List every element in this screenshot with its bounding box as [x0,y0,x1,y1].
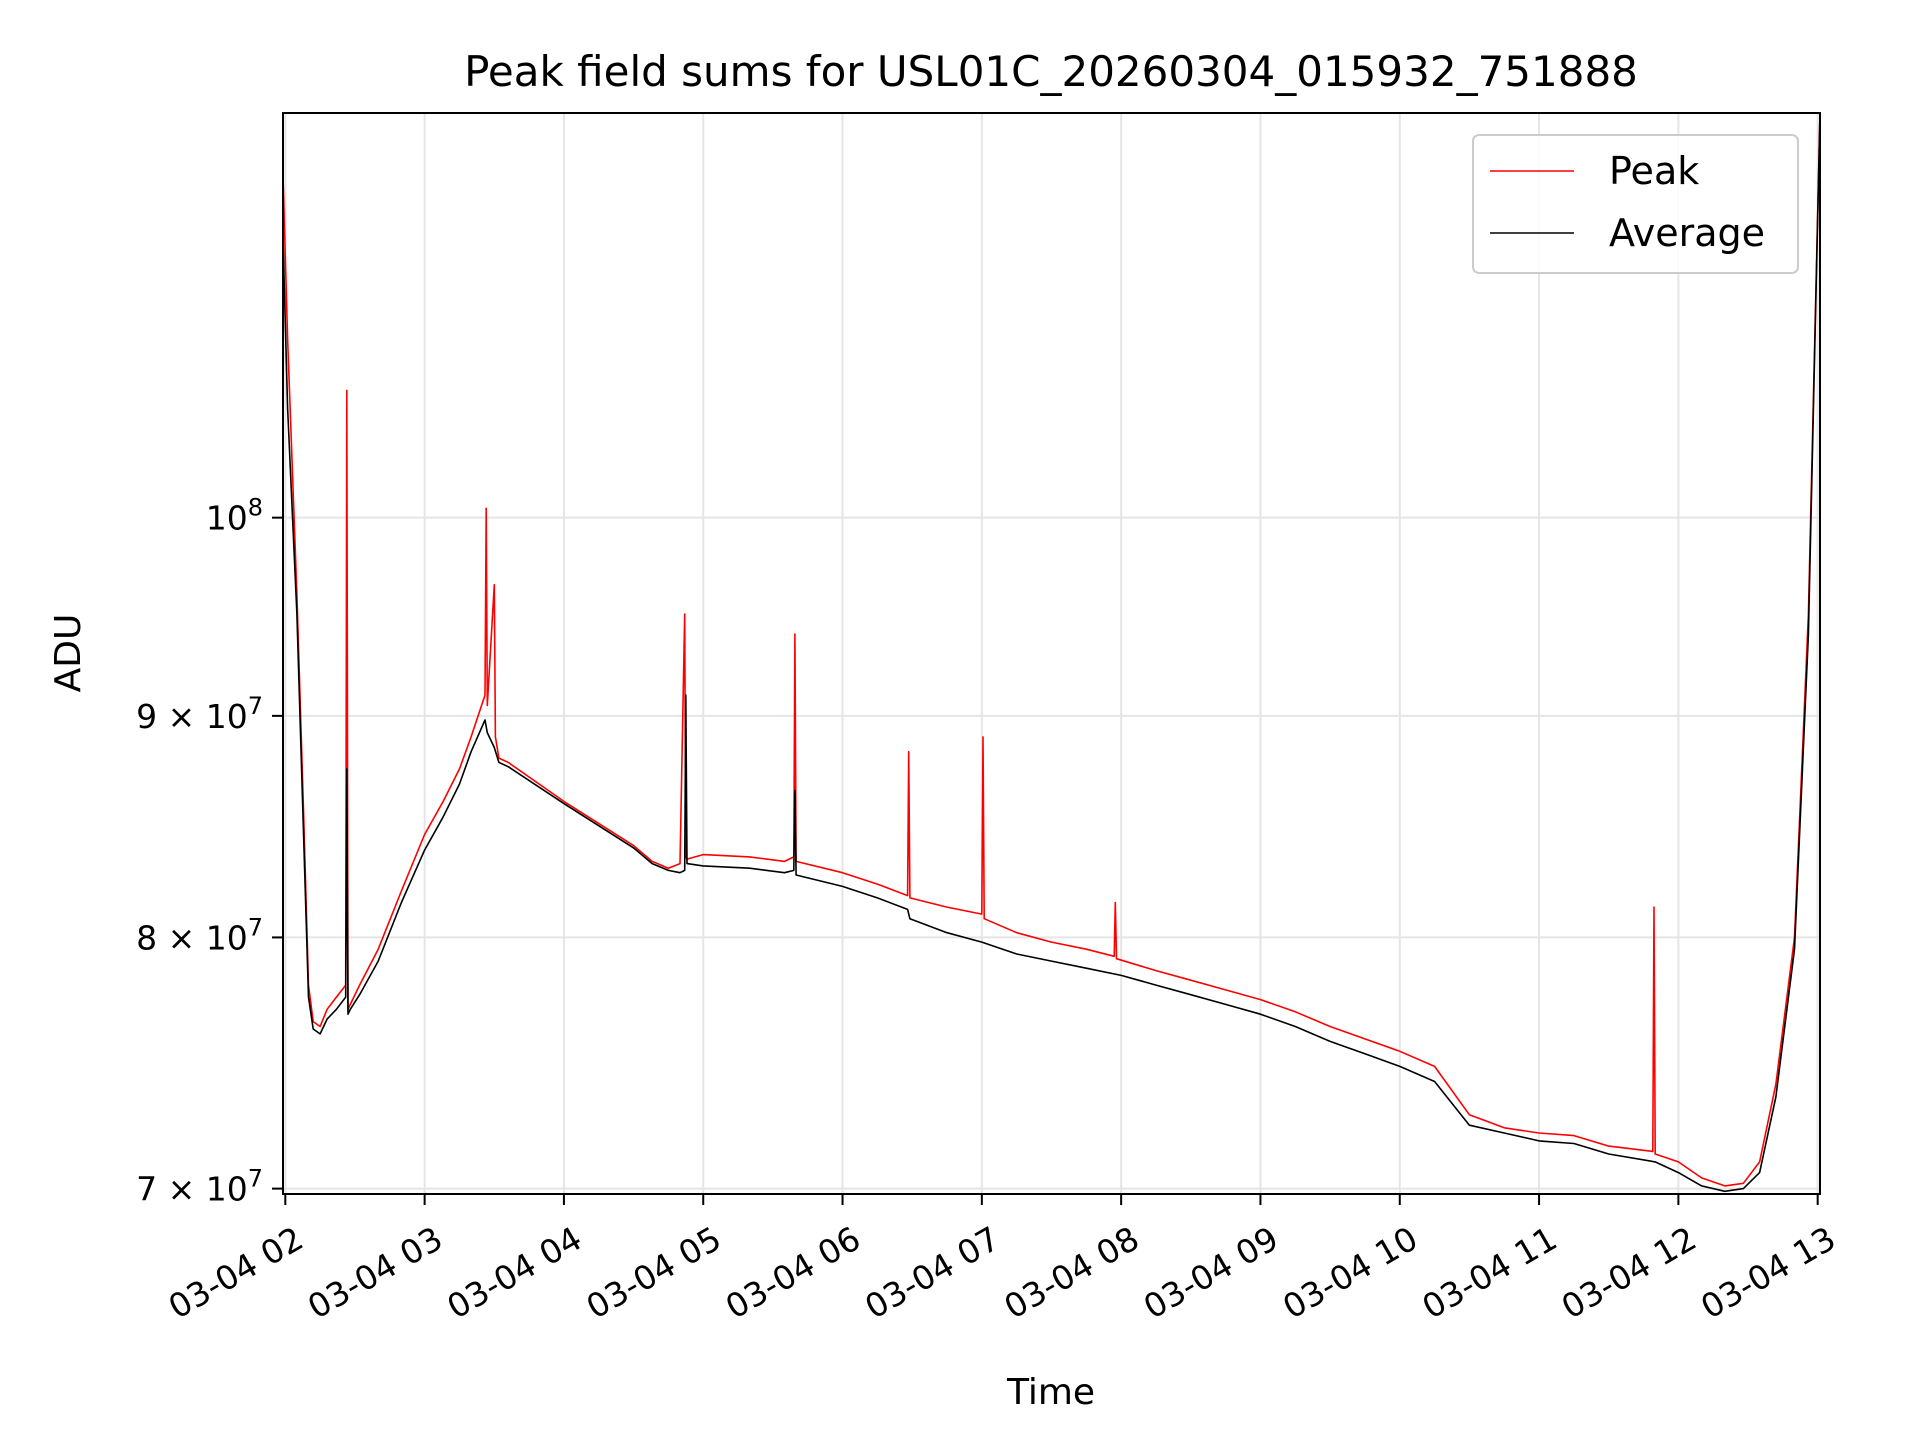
y-tick-label: 7 × 107 [136,1165,263,1209]
series-layer [282,112,1821,1193]
legend-label-peak: Peak [1609,149,1699,193]
legend: Peak Average [1472,134,1799,274]
x-axis-label: Time [1006,1372,1095,1413]
series-line-peak [282,112,1821,1187]
y-tick-label: 108 [206,494,263,538]
chart-title: Peak field sums for USL01C_20260304_0159… [464,47,1638,96]
plot-frame [282,112,1821,1195]
grid [283,113,1820,1194]
y-axis-ticks: 7 × 107 8 × 107 9 × 107 108 [136,494,283,1209]
legend-label-average: Average [1609,211,1765,255]
y-tick-label: 8 × 107 [136,913,263,957]
y-tick-label: 9 × 107 [136,692,263,736]
series-line-average [282,112,1821,1193]
legend-box [1472,134,1799,274]
y-axis-label: ADU [48,614,89,693]
